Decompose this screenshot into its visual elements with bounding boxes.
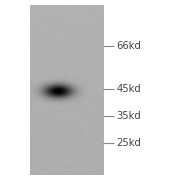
Text: 25kd: 25kd <box>116 138 141 148</box>
Text: 35kd: 35kd <box>116 111 141 121</box>
Text: 66kd: 66kd <box>116 41 141 51</box>
Text: 45kd: 45kd <box>116 84 141 94</box>
